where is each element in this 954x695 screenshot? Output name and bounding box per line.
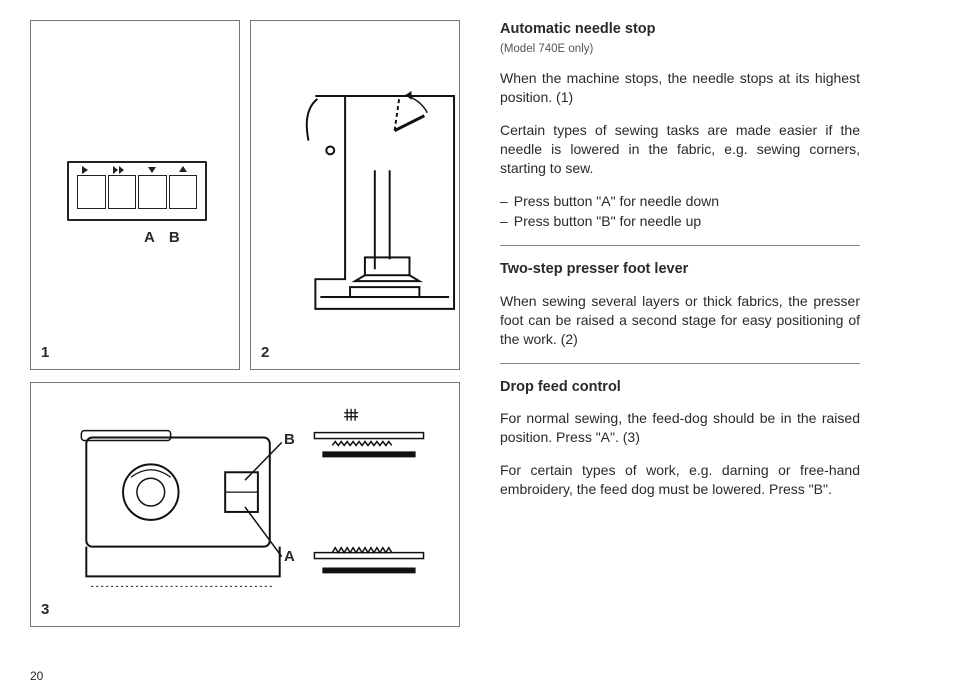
play-icon	[82, 166, 88, 174]
paragraph: Certain types of sewing tasks are made e…	[500, 121, 860, 178]
panel-button-a	[138, 175, 167, 209]
bullet-dash: –	[500, 192, 508, 211]
paragraph: When sewing several layers or thick fabr…	[500, 292, 860, 349]
drop-feed-diagram	[31, 383, 459, 626]
presser-foot-diagram	[251, 21, 459, 369]
text-column: Automatic needle stop (Model 740E only) …	[500, 20, 860, 685]
section-title: Two-step presser foot lever	[500, 260, 860, 280]
button-panel	[67, 161, 207, 221]
figure-number: 1	[41, 344, 49, 361]
figures-column: A B 1	[30, 20, 470, 685]
label-a: A	[284, 548, 295, 565]
section-title: Drop feed control	[500, 378, 860, 398]
paragraph: For normal sewing, the feed-dog should b…	[500, 409, 860, 447]
figure-1: A B 1	[30, 20, 240, 370]
paragraph: For certain types of work, e.g. darning …	[500, 461, 860, 499]
bullet-dash: –	[500, 212, 508, 231]
section-title: Automatic needle stop	[500, 20, 860, 40]
needle-up-icon	[179, 166, 187, 172]
page-number: 20	[30, 669, 43, 683]
section-needle-stop: Automatic needle stop (Model 740E only) …	[500, 20, 860, 231]
top-figure-row: A B 1	[30, 20, 470, 370]
button-panel-buttons	[77, 175, 197, 209]
section-divider	[500, 363, 860, 364]
figure-number: 2	[261, 344, 269, 361]
manual-page: A B 1	[0, 0, 954, 695]
section-presser-foot: Two-step presser foot lever When sewing …	[500, 260, 860, 348]
figure-2: 2	[250, 20, 460, 370]
section-subtitle: (Model 740E only)	[500, 42, 860, 58]
list-item-text: Press button "A" for needle down	[514, 192, 719, 211]
list-item-text: Press button "B" for needle up	[514, 212, 701, 231]
panel-button-2	[108, 175, 137, 209]
panel-ab-labels: A B	[144, 229, 180, 246]
figure-number: 3	[41, 601, 49, 618]
needle-down-icon	[148, 167, 156, 173]
section-divider	[500, 245, 860, 246]
list-item: – Press button "B" for needle up	[500, 212, 860, 231]
section-drop-feed: Drop feed control For normal sewing, the…	[500, 378, 860, 499]
figure-3: B A 3	[30, 382, 460, 627]
paragraph: When the machine stops, the needle stops…	[500, 69, 860, 107]
label-a: A	[144, 229, 155, 246]
panel-button-1	[77, 175, 106, 209]
list-item: – Press button "A" for needle down	[500, 192, 860, 211]
label-b: B	[169, 229, 180, 246]
fast-forward-icon	[113, 166, 124, 174]
label-b: B	[284, 431, 295, 448]
panel-button-b	[169, 175, 198, 209]
